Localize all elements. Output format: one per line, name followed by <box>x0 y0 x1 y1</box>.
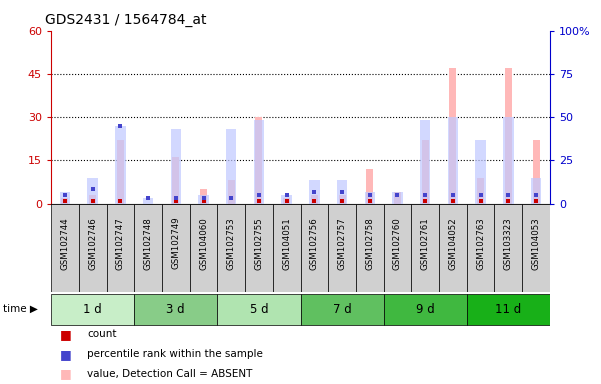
Bar <box>532 140 540 204</box>
Bar <box>198 195 209 204</box>
Text: GSM102753: GSM102753 <box>227 217 236 270</box>
Bar <box>422 140 429 204</box>
Bar <box>89 195 96 204</box>
Text: time ▶: time ▶ <box>3 304 38 314</box>
Bar <box>59 192 70 204</box>
Bar <box>143 198 153 204</box>
Text: GSM102757: GSM102757 <box>338 217 347 270</box>
Text: count: count <box>87 329 117 339</box>
Bar <box>383 294 467 325</box>
Bar <box>190 204 218 292</box>
Bar <box>281 195 292 204</box>
Bar <box>367 169 373 204</box>
Bar <box>311 195 318 204</box>
Bar <box>171 129 181 204</box>
Text: GSM102763: GSM102763 <box>476 217 485 270</box>
Bar <box>255 117 263 204</box>
Bar <box>475 140 486 204</box>
Bar <box>88 177 98 204</box>
Text: GSM102747: GSM102747 <box>116 217 125 270</box>
Text: ■: ■ <box>60 348 72 361</box>
Text: GDS2431 / 1564784_at: GDS2431 / 1564784_at <box>45 13 207 27</box>
Bar <box>411 204 439 292</box>
Bar <box>300 204 328 292</box>
Bar <box>226 129 236 204</box>
Text: GSM104060: GSM104060 <box>199 217 208 270</box>
Bar <box>337 180 347 204</box>
Text: 7 d: 7 d <box>333 303 352 316</box>
Text: 9 d: 9 d <box>416 303 435 316</box>
Bar <box>51 294 134 325</box>
Bar <box>134 294 218 325</box>
Text: value, Detection Call = ABSENT: value, Detection Call = ABSENT <box>87 369 252 379</box>
Bar <box>356 204 383 292</box>
Text: GSM102746: GSM102746 <box>88 217 97 270</box>
Bar <box>477 177 484 204</box>
Bar <box>245 204 273 292</box>
Bar <box>467 294 550 325</box>
Text: 11 d: 11 d <box>495 303 522 316</box>
Bar <box>522 204 550 292</box>
Bar <box>383 204 411 292</box>
Text: percentile rank within the sample: percentile rank within the sample <box>87 349 263 359</box>
Bar <box>338 195 346 204</box>
Bar <box>218 204 245 292</box>
Bar <box>503 117 513 204</box>
Text: 3 d: 3 d <box>166 303 185 316</box>
Text: 5 d: 5 d <box>249 303 268 316</box>
Text: GSM102756: GSM102756 <box>310 217 319 270</box>
Bar <box>273 204 300 292</box>
Bar <box>228 180 234 204</box>
Bar <box>495 204 522 292</box>
Bar <box>283 198 290 204</box>
Bar <box>392 192 403 204</box>
Bar <box>300 294 383 325</box>
Bar <box>162 204 190 292</box>
Text: GSM102761: GSM102761 <box>421 217 430 270</box>
Bar <box>117 140 124 204</box>
Bar <box>531 177 542 204</box>
Bar <box>61 198 69 204</box>
Text: GSM102749: GSM102749 <box>171 217 180 270</box>
Bar <box>115 126 126 204</box>
Text: GSM104051: GSM104051 <box>282 217 291 270</box>
Bar <box>450 68 456 204</box>
Bar <box>365 192 375 204</box>
Bar <box>200 189 207 204</box>
Bar <box>505 68 512 204</box>
Text: GSM102744: GSM102744 <box>61 217 70 270</box>
Bar <box>172 157 179 204</box>
Bar <box>394 192 401 204</box>
Bar <box>439 204 467 292</box>
Bar <box>309 180 320 204</box>
Text: GSM102758: GSM102758 <box>365 217 374 270</box>
Text: GSM102760: GSM102760 <box>393 217 402 270</box>
Text: GSM102748: GSM102748 <box>144 217 153 270</box>
Bar <box>328 204 356 292</box>
Text: GSM103323: GSM103323 <box>504 217 513 270</box>
Text: 1 d: 1 d <box>84 303 102 316</box>
Text: GSM102755: GSM102755 <box>254 217 263 270</box>
Bar <box>467 204 495 292</box>
Bar <box>420 120 430 204</box>
Bar <box>218 294 300 325</box>
Text: GSM104052: GSM104052 <box>448 217 457 270</box>
Bar <box>79 204 106 292</box>
Bar <box>134 204 162 292</box>
Bar <box>51 204 79 292</box>
Text: ■: ■ <box>60 367 72 381</box>
Text: GSM104053: GSM104053 <box>531 217 540 270</box>
Bar <box>254 120 264 204</box>
Bar <box>448 117 458 204</box>
Text: ■: ■ <box>60 328 72 341</box>
Bar <box>106 204 134 292</box>
